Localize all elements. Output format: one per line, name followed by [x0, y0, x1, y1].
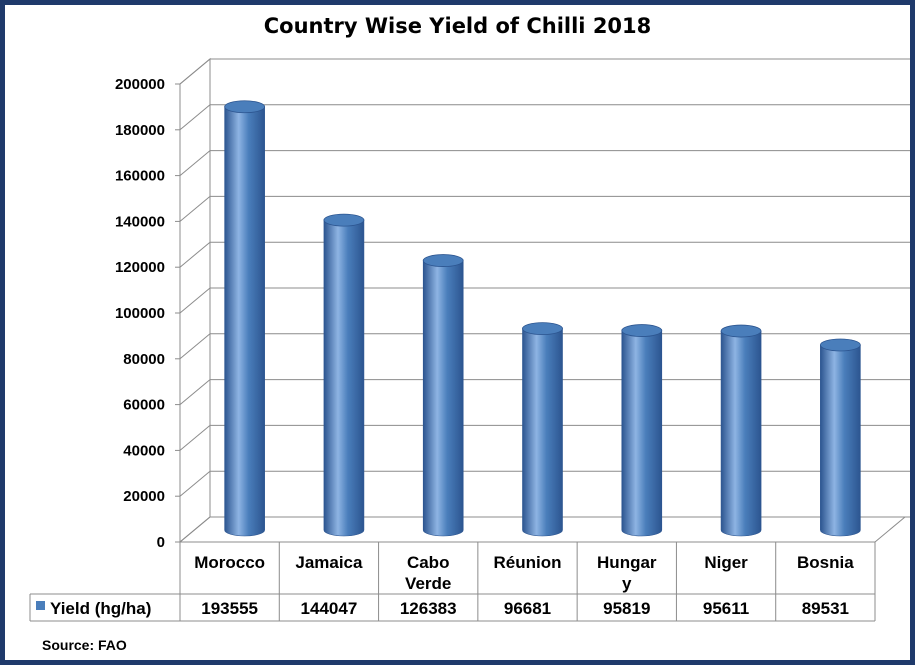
ytick-label: 100000 — [115, 305, 165, 322]
bar-body — [522, 328, 563, 537]
bar — [522, 322, 563, 537]
bar-body — [720, 330, 762, 537]
category-label: Morocco — [194, 553, 265, 572]
bar — [819, 338, 861, 537]
bar-body — [224, 106, 265, 537]
ytick-label: 120000 — [115, 259, 165, 276]
gridline-side — [179, 58, 211, 85]
gridline-side — [179, 333, 211, 360]
bar-top — [224, 100, 266, 114]
bar-body — [621, 330, 663, 537]
ytick-label: 60000 — [123, 397, 165, 414]
ytick-label: 20000 — [123, 488, 165, 505]
value-label: 89531 — [802, 599, 849, 618]
bar-body — [323, 219, 365, 537]
gridline-side — [179, 516, 211, 543]
ytick-label: 80000 — [123, 351, 165, 368]
bar-top — [720, 324, 762, 338]
category-label: Jamaica — [295, 553, 363, 572]
bar-top — [323, 213, 365, 227]
bar-top — [522, 322, 563, 336]
bar — [224, 100, 266, 537]
category-label: Réunion — [494, 553, 562, 572]
category-label: Bosnia — [797, 553, 854, 572]
gridline-side — [179, 196, 211, 222]
value-label: 144047 — [301, 599, 358, 618]
category-label: Niger — [704, 553, 748, 572]
ytick-label: 40000 — [123, 442, 165, 459]
source-note: Source: FAO — [42, 637, 127, 653]
bar — [720, 324, 762, 537]
bar — [323, 213, 365, 537]
ytick-label: 200000 — [115, 76, 165, 93]
category-label: y — [622, 574, 632, 593]
value-label: 96681 — [504, 599, 551, 618]
bar-top — [621, 324, 663, 337]
gridline-side — [179, 287, 211, 314]
bar-top — [819, 338, 861, 352]
value-label: 95611 — [703, 599, 749, 618]
bar — [621, 324, 663, 537]
value-label: 95819 — [603, 599, 650, 618]
ytick-label: 180000 — [115, 122, 165, 139]
gridline-side — [179, 470, 211, 497]
legend-swatch — [36, 601, 45, 610]
ytick-label: 0 — [157, 534, 165, 551]
category-label: Hungar — [597, 553, 657, 572]
bar-body — [422, 260, 464, 537]
chart-title: Country Wise Yield of Chilli 2018 — [263, 14, 652, 38]
ytick-label: 160000 — [115, 168, 165, 185]
gridline-side — [179, 379, 211, 405]
category-label: Verde — [405, 574, 451, 593]
legend-label: Yield (hg/ha) — [50, 599, 151, 618]
bar-top — [422, 254, 464, 267]
gridline-side — [179, 241, 211, 268]
bar-body — [820, 344, 861, 537]
gridline-side — [179, 104, 211, 131]
category-label: Cabo — [407, 553, 450, 572]
gridline-side — [179, 425, 211, 451]
value-label: 126383 — [400, 599, 457, 618]
ytick-label: 140000 — [115, 213, 165, 230]
value-label: 193555 — [201, 599, 258, 618]
bar — [422, 254, 464, 537]
gridline-side — [179, 150, 211, 176]
